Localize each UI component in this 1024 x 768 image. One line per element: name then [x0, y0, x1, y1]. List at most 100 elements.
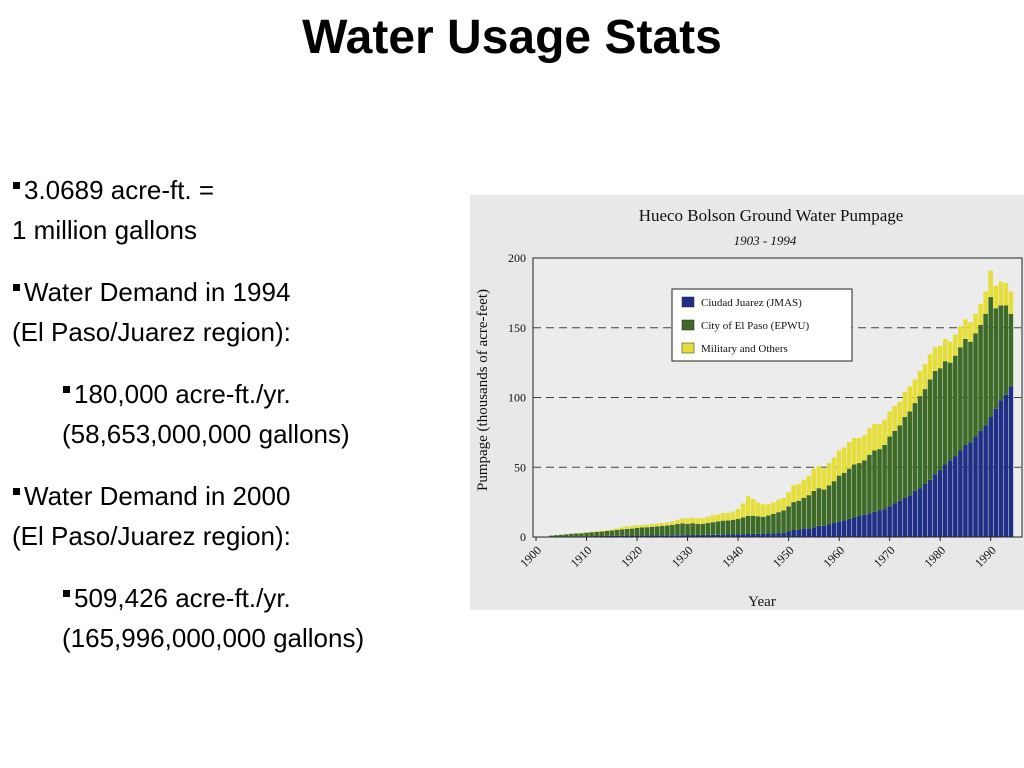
bar-segment — [670, 524, 675, 536]
bullet-text: 1 million gallons — [12, 215, 197, 245]
bar-segment — [599, 531, 604, 537]
y-tick-label: 0 — [520, 530, 526, 544]
bar-segment — [745, 533, 751, 537]
bar-segment — [564, 534, 569, 537]
bar-segment — [857, 437, 862, 464]
bar-segment — [685, 518, 690, 524]
bar-segment — [604, 530, 610, 532]
bar-segment — [614, 528, 620, 530]
bar-segment — [735, 534, 741, 537]
bar-segment — [670, 535, 675, 537]
bar-segment — [897, 500, 903, 537]
bar-segment — [796, 483, 801, 501]
bar-segment — [978, 430, 983, 537]
bar-segment — [548, 535, 554, 537]
bar-segment — [867, 454, 872, 514]
bar-segment — [806, 475, 812, 496]
bar-segment — [730, 534, 736, 537]
bar-segment — [816, 488, 822, 526]
bar-segment — [988, 417, 993, 537]
bar-segment — [776, 533, 781, 537]
bullet: 509,426 acre-ft./yr. (165,996,000,000 gal… — [62, 578, 472, 658]
bar-segment — [872, 424, 877, 451]
bar-segment — [796, 530, 801, 537]
bar-segment — [558, 534, 564, 537]
bar-segment — [740, 517, 746, 535]
bar-segment — [801, 497, 807, 529]
bar-segment — [963, 338, 968, 445]
bar-segment — [862, 514, 867, 537]
bar-segment — [867, 428, 872, 455]
bar-segment — [690, 535, 695, 537]
bar-segment — [695, 518, 700, 524]
bar-segment — [654, 526, 660, 536]
bar-segment — [776, 512, 781, 534]
bar-segment — [826, 463, 832, 486]
bar-segment — [766, 533, 771, 537]
bar-segment — [831, 457, 837, 482]
bar-segment — [852, 437, 857, 465]
bar-segment — [973, 313, 978, 334]
bullet: 180,000 acre-ft./yr. (58,653,000,000 gall… — [62, 374, 472, 454]
bar-segment — [947, 362, 953, 461]
bar-segment — [942, 361, 948, 465]
bar-segment — [685, 523, 690, 536]
bar-segment — [882, 509, 887, 537]
bar-segment — [927, 379, 933, 480]
bar-segment — [725, 512, 731, 521]
bar-segment — [867, 513, 872, 537]
bullet: 3.0689 acre-ft. = 1 million gallons — [12, 170, 472, 250]
bar-segment — [720, 520, 726, 535]
bar-segment — [791, 502, 796, 531]
bar-segment — [700, 523, 705, 535]
bar-segment — [877, 424, 882, 450]
bar-segment — [882, 444, 887, 510]
bar-segment — [791, 530, 796, 537]
bar-segment — [983, 291, 988, 314]
bar-segment — [811, 490, 817, 528]
bar-segment — [932, 474, 938, 537]
bar-segment — [937, 368, 943, 471]
bar-segment — [988, 297, 993, 418]
bar-segment — [968, 322, 973, 342]
bar-segment — [750, 499, 756, 516]
bar-segment — [609, 535, 615, 537]
bar-segment — [786, 531, 791, 537]
legend-label: Military and Others — [701, 343, 788, 355]
bar-segment — [821, 468, 827, 490]
bar-segment — [594, 531, 599, 532]
bar-segment — [609, 530, 615, 536]
bar-segment — [927, 354, 933, 380]
bar-segment — [791, 485, 796, 503]
bar-segment — [634, 527, 640, 536]
y-tick-label: 100 — [508, 391, 526, 405]
bar-segment — [756, 533, 761, 537]
bullet-text: 3.0689 acre-ft. = — [24, 175, 215, 205]
bar-segment — [877, 449, 882, 511]
bar-segment — [715, 534, 721, 537]
bar-segment — [857, 463, 862, 517]
bar-segment — [629, 525, 635, 529]
bar-segment — [897, 401, 903, 426]
bar-segment — [735, 518, 741, 535]
bar-segment — [680, 518, 685, 524]
bar-segment — [1003, 283, 1009, 306]
bar-segment — [710, 522, 716, 535]
bar-segment — [917, 488, 923, 537]
bar-segment — [932, 347, 938, 371]
bar-segment — [614, 535, 620, 537]
legend — [671, 288, 853, 362]
bar-segment — [953, 355, 958, 457]
bar-segment — [750, 533, 756, 537]
bar-segment — [735, 509, 741, 519]
bar-segment — [705, 523, 711, 535]
bullet-text: Water Demand in 1994 — [24, 277, 291, 307]
bar-segment — [882, 419, 887, 445]
legend-swatch — [681, 319, 695, 331]
bar-segment — [872, 450, 877, 512]
bar-segment — [690, 523, 695, 536]
bar-segment — [695, 535, 700, 537]
legend-swatch — [681, 342, 695, 354]
bar-segment — [1008, 386, 1014, 537]
